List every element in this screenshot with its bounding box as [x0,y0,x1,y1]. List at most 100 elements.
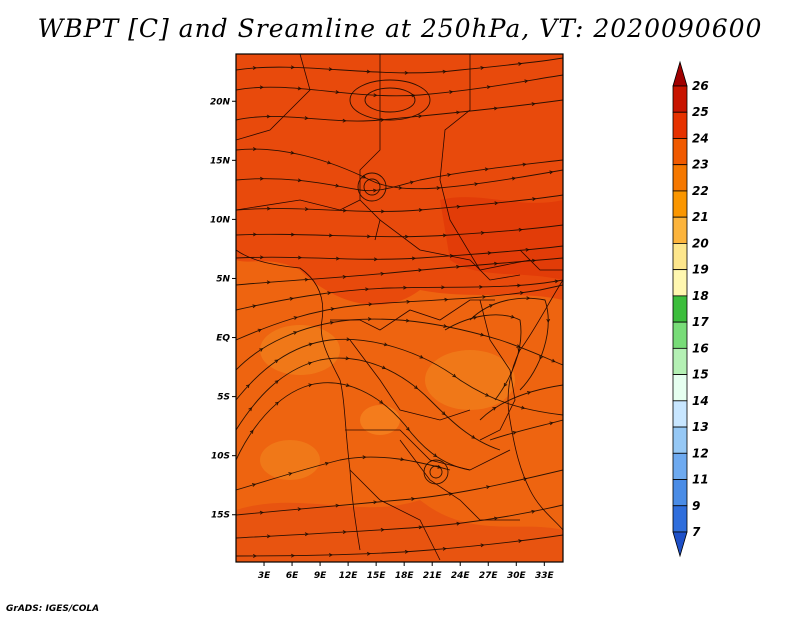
streamline-arrow [551,358,556,363]
streamline-arrow [289,296,294,301]
streamline-arrow [342,208,347,213]
country-borders [236,54,563,561]
streamline-arrow [274,359,279,364]
colorbar-box [672,243,688,271]
streamline-22 [479,384,563,421]
streamline-arrow [404,549,409,554]
credit-text: GrADS: IGES/COLA [6,604,100,614]
streamline-arrow [259,510,264,515]
streamline-arrow [404,234,409,239]
streamline-arrow [290,65,295,70]
streamline-arrow [532,197,537,201]
streamline-arrow [492,407,497,411]
colorbar-box [672,216,688,244]
streamline-arrow [442,69,447,74]
streamline-arrow [324,461,330,466]
streamline-11 [236,284,563,341]
streamline-arrow [380,209,385,214]
streamline-arrow [512,430,517,435]
lat-label: 5N [216,274,230,284]
colorbar-label: 15 [692,368,709,382]
colorbar-label: 21 [692,210,709,224]
streamline-arrow [511,176,516,181]
streamline-arrow [290,553,295,558]
streamline-arrow [405,427,410,432]
streamline-arrow [522,162,527,167]
streamline-arrow [456,521,461,526]
streamline-arrow [519,291,524,295]
streamline-arrow [274,380,279,384]
streamline-arrow [245,384,250,389]
lon-label: 6E [286,571,299,581]
streamline-arrow [290,150,295,155]
streamline-arrow [293,316,298,320]
lat-label: EQ [216,334,230,344]
colorbar-box [672,452,688,480]
streamline-arrow [539,355,543,360]
streamline-arrow [494,261,499,266]
streamline-21 [444,314,522,401]
colorbar-label: 14 [692,394,709,408]
streamline-arrow [293,331,298,335]
streamline-arrow [366,69,371,74]
streamline-arrow [546,318,551,323]
streamline-arrow [297,255,302,260]
cool-patch-3 [260,440,320,480]
streamline-arrow [346,337,351,342]
streamline-arrow [335,90,340,94]
streamline-arrow [288,472,293,476]
streamline-arrow [373,93,378,98]
streamline-arrow [482,295,487,299]
streamline-arrow [480,543,485,548]
streamline-arrow [484,167,489,172]
streamline-arrow [366,551,371,556]
streamline-arrow [304,532,309,537]
streamline-arrow [335,503,340,508]
anticyclone-north [364,87,416,113]
streamline-arrow [436,186,441,190]
streamline-arrow [400,457,405,462]
colorbar-arrow-top [672,60,688,87]
streamline-arrow [342,274,347,279]
streamline-arrow [252,554,257,558]
streamline-arrow [365,287,370,292]
streamline-2 [236,74,563,97]
streamline-arrow [266,206,271,211]
colorbar-label: 12 [692,446,709,460]
streamline-arrow [437,465,442,469]
streamline-arrow [444,297,449,302]
colorbar-label: 24 [692,131,709,145]
streamlines [236,57,563,558]
cyclone-north [363,178,381,196]
streamline-arrow [554,279,559,284]
streamline-arrow [480,230,485,235]
colorbar-label: 26 [692,79,709,93]
streamline-arrow [398,185,403,190]
streamline-arrow [494,201,499,206]
lon-label: 27E [479,571,499,581]
streamline-arrow [328,553,333,557]
colorbar-label: 18 [692,289,709,303]
lon-label: 12E [339,571,359,581]
colorbar-label: 23 [692,158,709,172]
lon-label: 18E [395,571,415,581]
streamline-arrow [328,233,333,238]
streamline-arrow [517,283,522,288]
streamline-17 [236,469,563,516]
streamline-arrow [411,497,416,501]
streamline-arrow [441,411,446,416]
streamline-arrow [406,299,411,304]
colorbar-box [672,111,688,139]
border-angola [345,429,511,471]
vortex-south [429,465,443,479]
lon-axis: 3E 6E 9E 12E 15E 18E 21E 24E 27E 30E 33E [258,562,554,581]
streamline-arrow [252,66,257,70]
lat-label: 10S [211,452,230,462]
border-central-2 [330,299,495,331]
colorbar-box [672,190,688,218]
streamline-arrow [297,178,302,183]
streamline-arrow [307,361,313,366]
lat-label: 5S [217,393,230,403]
chart-title: WBPT [C] and Sreamline at 250hPa, VT: 20… [37,14,763,43]
